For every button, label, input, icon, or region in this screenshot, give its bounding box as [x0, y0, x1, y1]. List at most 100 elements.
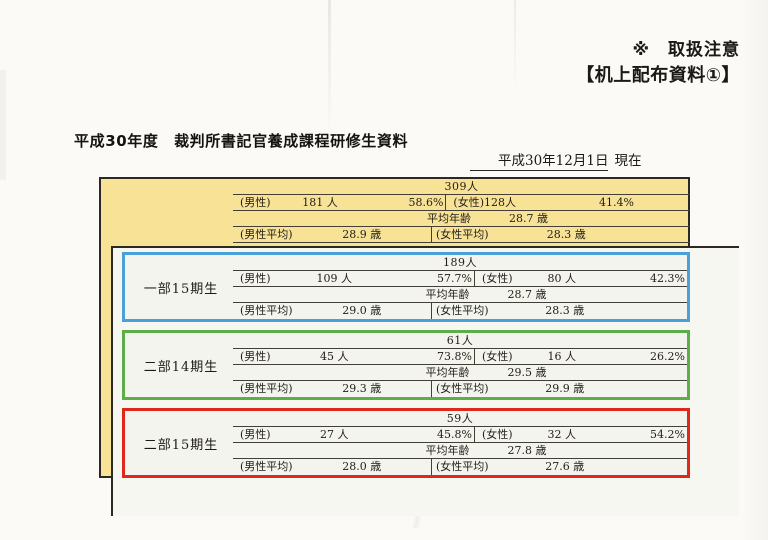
avg-by-gender-row: (男性平均) 29.0 歳 (女性平均) 28.3 歳 — [233, 303, 687, 319]
female-count: 32 人 — [547, 427, 577, 441]
date-value-underlined: 平成30年12月1日 — [470, 149, 609, 171]
female-label: (女性) — [453, 195, 484, 209]
paper-crease — [514, 0, 516, 95]
male-percent: 73.8% — [437, 349, 472, 363]
gender-row: (男性) 27 人 45.8% (女性) 32 人 54.2% — [233, 427, 687, 443]
total-count: 61人 — [446, 333, 474, 347]
group-table: 189人 (男性) 109 人 57.7% (女性) 80 人 42.3% 平均… — [233, 255, 687, 319]
male-count: 45 人 — [320, 349, 349, 363]
avg-age-row: 平均年齢 28.7 歳 — [233, 211, 690, 227]
avg-by-gender-row: (男性平均) 28.9 歳 (女性平均) 28.3 歳 — [233, 227, 690, 243]
female-cell: (女性) 32 人 54.2% — [475, 427, 687, 442]
male-cell: (男性) 109 人 57.7% — [233, 271, 475, 286]
male-percent: 57.7% — [437, 271, 472, 285]
total-row: 61人 — [233, 333, 687, 349]
male-cell: (男性) 27 人 45.8% — [233, 427, 475, 442]
female-cell: (女性) 16 人 26.2% — [475, 349, 687, 364]
male-avg-cell: (男性平均) 28.9 歳 — [233, 227, 432, 242]
notice-line-caution: ※ 取扱注意 — [632, 40, 740, 60]
female-avg-cell: (女性平均) 28.3 歳 — [432, 303, 687, 319]
female-avg-label: (女性平均) — [436, 382, 489, 395]
group-border-box — [122, 330, 690, 400]
female-cell: (女性) 128人 41.4% — [446, 195, 690, 210]
group-table: 59人 (男性) 27 人 45.8% (女性) 32 人 54.2% 平均年齢… — [233, 411, 687, 475]
male-label: (男性) — [240, 349, 271, 363]
female-count: 128人 — [484, 195, 516, 209]
female-count: 16 人 — [547, 349, 577, 363]
avg-age-row: 平均年齢 28.7 歳 — [233, 287, 687, 303]
female-count: 80 人 — [547, 271, 577, 285]
male-percent: 58.6% — [408, 195, 444, 209]
female-cell: (女性) 80 人 42.3% — [475, 271, 687, 286]
female-avg-label: (女性平均) — [436, 304, 489, 317]
avg-age-value: 29.5 歳 — [507, 365, 547, 379]
group-border-box — [122, 252, 690, 322]
male-label: (男性) — [240, 271, 271, 285]
female-avg-value: 29.9 歳 — [545, 382, 585, 395]
female-avg-label: (女性平均) — [436, 460, 489, 473]
paper-crease — [328, 0, 331, 140]
male-label: (男性) — [240, 195, 271, 209]
total-row: 189人 — [233, 255, 687, 271]
female-avg-cell: (女性平均) 29.9 歳 — [432, 381, 687, 397]
group-name: 二部14期生 — [143, 359, 219, 375]
male-avg-label: (男性平均) — [240, 382, 293, 395]
total-count: 59人 — [446, 411, 474, 425]
male-cell: (男性) 181 人 58.6% — [233, 195, 447, 210]
male-avg-cell: (男性平均) 28.0 歳 — [233, 459, 432, 475]
avg-age-label: 平均年齢 — [425, 365, 470, 379]
male-avg-label: (男性平均) — [240, 304, 293, 317]
group-section-nibu15: 二部15期生 59人 (男性) 27 人 45.8% (女性) 32 人 54.… — [122, 408, 690, 478]
male-count: 181 人 — [302, 195, 338, 209]
paper-crease — [742, 0, 768, 540]
group-section-ichibu15: 一部15期生 189人 (男性) 109 人 57.7% (女性) 80 人 4… — [122, 252, 690, 322]
avg-age-value: 28.7 歳 — [509, 211, 548, 225]
group-table: 61人 (男性) 45 人 73.8% (女性) 16 人 26.2% 平均年齢… — [233, 333, 687, 397]
female-avg-value: 28.3 歳 — [546, 227, 586, 241]
avg-age-row: 平均年齢 29.5 歳 — [233, 365, 687, 381]
notice-line-handout: 【机上配布資料①】 — [576, 65, 740, 86]
male-avg-cell: (男性平均) 29.0 歳 — [233, 303, 432, 319]
avg-age-value: 27.8 歳 — [507, 443, 547, 457]
female-label: (女性) — [482, 349, 513, 363]
female-percent: 42.3% — [650, 271, 685, 285]
gender-row: (男性) 45 人 73.8% (女性) 16 人 26.2% — [233, 349, 687, 365]
male-avg-value: 29.3 歳 — [342, 382, 382, 395]
handling-notice: ※ 取扱注意 【机上配布資料①】 — [576, 35, 740, 87]
total-count: 189人 — [443, 255, 477, 269]
date-suffix: 現在 — [614, 153, 642, 169]
avg-by-gender-row: (男性平均) 29.3 歳 (女性平均) 29.9 歳 — [233, 381, 687, 397]
female-avg-value: 28.3 歳 — [545, 304, 585, 317]
male-count: 27 人 — [320, 427, 349, 441]
female-percent: 54.2% — [650, 427, 685, 441]
paper-crease — [0, 70, 6, 180]
group-border-box — [122, 408, 690, 478]
avg-age-value: 28.7 歳 — [507, 287, 547, 301]
male-cell: (男性) 45 人 73.8% — [233, 349, 475, 364]
group-name: 一部15期生 — [143, 281, 219, 297]
female-avg-value: 27.6 歳 — [545, 460, 585, 473]
avg-by-gender-row: (男性平均) 28.0 歳 (女性平均) 27.6 歳 — [233, 459, 687, 475]
total-count: 309人 — [444, 179, 479, 193]
avg-age-row: 平均年齢 27.8 歳 — [233, 443, 687, 459]
date-note: 平成30年12月1日 現在 — [470, 149, 641, 171]
avg-age-label: 平均年齢 — [425, 443, 470, 457]
male-label: (男性) — [240, 427, 271, 441]
male-percent: 45.8% — [437, 427, 472, 441]
female-avg-cell: (女性平均) 27.6 歳 — [432, 459, 687, 475]
female-label: (女性) — [482, 271, 513, 285]
summary-table: 309人 (男性) 181 人 58.6% (女性) 128人 41.4% 平均… — [233, 179, 690, 243]
total-row: 309人 — [233, 179, 690, 195]
male-avg-label: (男性平均) — [240, 460, 293, 473]
male-avg-label: (男性平均) — [240, 227, 293, 241]
male-count: 109 人 — [316, 271, 353, 285]
female-percent: 41.4% — [599, 195, 634, 209]
female-percent: 26.2% — [650, 349, 685, 363]
group-name: 二部15期生 — [143, 437, 219, 453]
male-avg-value: 28.0 歳 — [342, 460, 382, 473]
total-row: 59人 — [233, 411, 687, 427]
gender-row: (男性) 109 人 57.7% (女性) 80 人 42.3% — [233, 271, 687, 287]
female-avg-label: (女性平均) — [436, 227, 489, 241]
gender-row: (男性) 181 人 58.6% (女性) 128人 41.4% — [233, 195, 690, 211]
